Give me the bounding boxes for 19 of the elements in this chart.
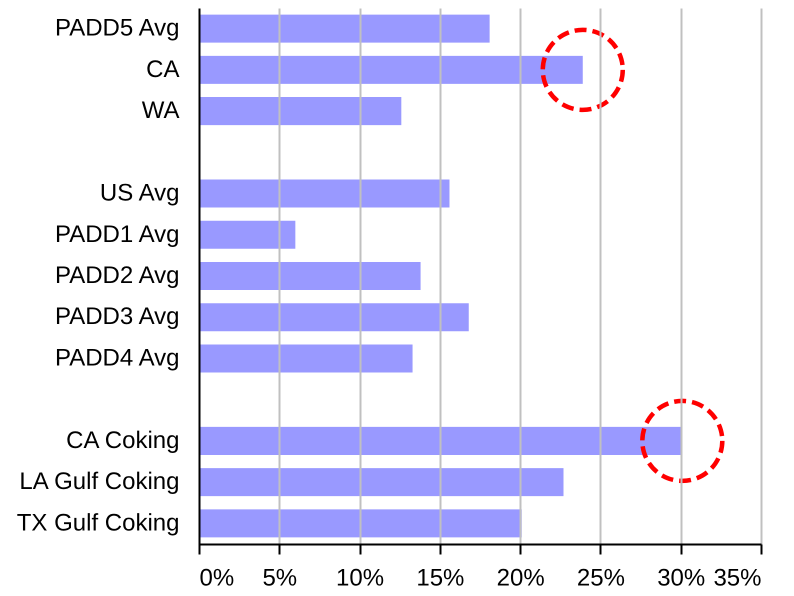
y-tick-label: WA bbox=[142, 97, 180, 124]
y-tick-label: CA Coking bbox=[66, 426, 180, 454]
x-tick-label: 0% bbox=[200, 564, 234, 592]
y-tick-label: PADD3 Avg bbox=[54, 303, 180, 330]
y-tick-label: PADD1 Avg bbox=[54, 220, 180, 248]
x-tick-label: 10% bbox=[336, 564, 384, 592]
y-tick-label: US Avg bbox=[100, 180, 180, 207]
x-tick-label: 30% bbox=[657, 564, 706, 592]
x-tick-label: 35% bbox=[713, 564, 762, 592]
x-tick-label: 20% bbox=[496, 564, 545, 592]
y-tick-label: PADD4 Avg bbox=[54, 344, 180, 372]
y-tick-label: LA Gulf Coking bbox=[19, 468, 180, 496]
x-tick-label: 25% bbox=[576, 564, 625, 592]
y-tick-label: PADD5 Avg bbox=[54, 14, 180, 42]
y-tick-label: CA bbox=[146, 56, 180, 83]
x-tick-label: 5% bbox=[262, 564, 298, 592]
x-tick-label: 15% bbox=[416, 564, 464, 592]
y-tick-label: PADD2 Avg bbox=[54, 262, 180, 289]
y-tick-label: TX Gulf Coking bbox=[16, 509, 180, 536]
